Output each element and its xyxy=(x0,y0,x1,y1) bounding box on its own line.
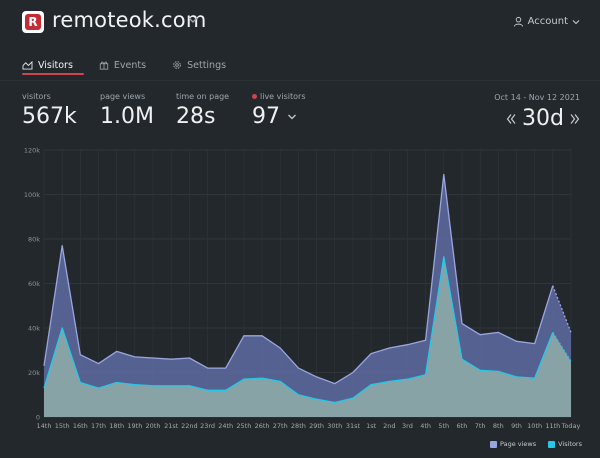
x-tick-label: 2nd xyxy=(383,422,395,430)
x-axis-ticks: 14th 15th 16th 17th 18th 19th 20th 21st 22nd 23rd… xyxy=(37,422,581,430)
stat-value: 1.0M xyxy=(100,104,154,129)
x-tick-label: 6th xyxy=(457,422,468,430)
y-tick-label: 80k xyxy=(28,236,40,244)
x-tick-label: 11th xyxy=(545,422,560,430)
x-tick-label: 16th xyxy=(73,422,88,430)
y-tick-label: 40k xyxy=(28,325,40,333)
stat-value: 97 xyxy=(252,104,305,129)
x-tick-label: 31st xyxy=(346,422,361,430)
logo-letter: R xyxy=(25,14,41,30)
stat-label: time on page xyxy=(176,92,230,101)
y-tick-label: 120k xyxy=(24,147,40,155)
top-header: R remoteok.com Account Visitors Events xyxy=(0,0,600,81)
y-axis-ticks: 0 20k 40k 60k 80k 100k 120k xyxy=(24,147,40,422)
x-tick-label: 30th xyxy=(327,422,342,430)
x-tick-label: 22nd xyxy=(181,422,198,430)
page-views-line-partial xyxy=(552,285,572,333)
legend-label: Page views xyxy=(499,440,537,448)
live-label: live visitors xyxy=(260,92,306,101)
legend-item-visitors[interactable]: Visitors xyxy=(548,440,582,448)
x-tick-label: Today xyxy=(561,422,581,430)
y-tick-label: 0 xyxy=(36,414,40,422)
period-value: 30d xyxy=(522,106,564,131)
x-tick-label: 9th xyxy=(511,422,522,430)
x-tick-label: 23rd xyxy=(200,422,215,430)
x-tick-label: 4th xyxy=(420,422,431,430)
stat-time-on-page[interactable]: time on page 28s xyxy=(176,92,229,129)
stat-visitors[interactable]: visitors 567k xyxy=(22,92,77,129)
x-tick-label: 21st xyxy=(164,422,179,430)
x-tick-label: 3rd xyxy=(402,422,413,430)
live-value: 97 xyxy=(252,104,280,129)
chart-legend: Page views Visitors xyxy=(489,440,582,448)
chart-areas xyxy=(43,173,572,417)
x-tick-label: 26th xyxy=(255,422,270,430)
x-tick-label: 29th xyxy=(309,422,324,430)
y-tick-label: 60k xyxy=(28,280,40,288)
stat-live-visitors[interactable]: live visitors 97 xyxy=(252,92,305,129)
tab-visitors[interactable]: Visitors xyxy=(22,56,73,74)
stat-value: 567k xyxy=(22,104,77,129)
legend-label: Visitors xyxy=(558,440,582,448)
visitors-chart[interactable]: 0 20k 40k 60k 80k 100k 120k 14th 15th 16th 17th 18… xyxy=(0,140,600,438)
x-tick-label: 25th xyxy=(236,422,251,430)
tab-label: Visitors xyxy=(38,59,73,71)
x-tick-label: 1st xyxy=(366,422,377,430)
stat-label: live visitors xyxy=(252,92,305,101)
x-tick-label: 27th xyxy=(273,422,288,430)
gear-icon xyxy=(173,61,181,69)
site-name[interactable]: remoteok.com xyxy=(52,8,207,32)
stat-page-views[interactable]: page views 1.0M xyxy=(100,92,154,129)
period-selector[interactable]: 30d xyxy=(506,106,580,131)
live-dot-icon xyxy=(252,94,257,99)
x-tick-label: 24th xyxy=(218,422,233,430)
stat-value: 28s xyxy=(176,104,216,129)
y-tick-label: 100k xyxy=(24,191,40,199)
x-tick-label: 19th xyxy=(127,422,142,430)
chart-area-icon xyxy=(22,60,33,70)
visitors-line-partial xyxy=(552,332,572,362)
date-range: Oct 14 - Nov 12 2021 xyxy=(494,93,580,102)
stat-label: visitors xyxy=(22,92,51,101)
tab-label: Events xyxy=(113,59,147,71)
x-tick-label: 20th xyxy=(146,422,161,430)
x-tick-label: 15th xyxy=(55,422,70,430)
x-tick-label: 10th xyxy=(527,422,542,430)
visitors-line xyxy=(43,256,554,404)
x-tick-label: 28th xyxy=(291,422,306,430)
tab-label: Settings xyxy=(187,59,227,71)
site-logo[interactable]: R xyxy=(22,11,44,33)
chevron-down-icon[interactable] xyxy=(188,16,198,24)
x-tick-label: 7th xyxy=(475,422,486,430)
stat-label: page views xyxy=(100,92,146,101)
x-tick-label: 17th xyxy=(91,422,106,430)
x-tick-label: 14th xyxy=(37,422,52,430)
nav-tabs: Visitors Events Settings xyxy=(22,56,252,74)
x-tick-label: 18th xyxy=(109,422,124,430)
y-tick-label: 20k xyxy=(28,369,40,377)
legend-swatch xyxy=(489,440,497,448)
x-tick-label: 8th xyxy=(493,422,504,430)
stats-bar: visitors 567k page views 1.0M time on pa… xyxy=(22,92,582,132)
x-tick-label: 5th xyxy=(438,422,449,430)
active-tab-indicator xyxy=(22,73,84,75)
visitors-area xyxy=(44,256,571,417)
chevron-down-icon xyxy=(572,19,580,24)
user-icon xyxy=(513,16,523,27)
double-chevron-left-icon[interactable] xyxy=(506,113,516,125)
legend-swatch xyxy=(548,440,556,448)
account-label: Account xyxy=(527,16,568,27)
double-chevron-right-icon[interactable] xyxy=(570,113,580,125)
chevron-down-icon[interactable] xyxy=(287,113,297,121)
account-menu[interactable]: Account xyxy=(513,16,580,27)
gift-icon xyxy=(99,61,109,70)
page-views-line xyxy=(43,173,554,385)
tab-settings[interactable]: Settings xyxy=(172,56,226,74)
tab-events[interactable]: Events xyxy=(99,56,146,74)
legend-item-page-views[interactable]: Page views xyxy=(489,440,537,448)
